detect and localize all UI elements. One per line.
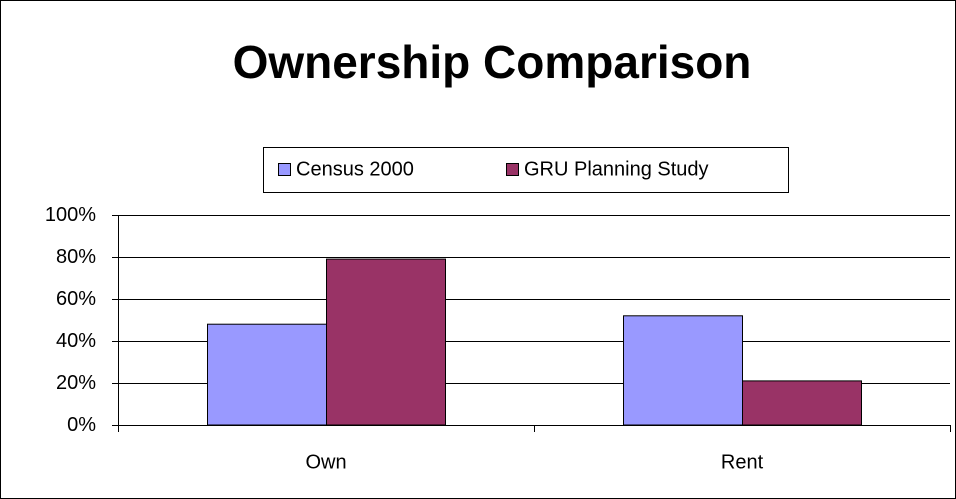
legend-box: [263, 147, 789, 193]
y-tick-label: 80%: [56, 246, 96, 268]
bar: [207, 323, 327, 426]
legend-label: Census 2000: [296, 158, 414, 180]
x-tick-label: Rent: [721, 451, 764, 473]
bar: [326, 258, 446, 426]
y-tick-label: 100%: [45, 204, 96, 226]
legend-swatch: [278, 163, 291, 176]
bar: [623, 315, 743, 426]
bar: [742, 380, 862, 426]
legend-label: GRU Planning Study: [524, 158, 709, 180]
legend-swatch: [506, 163, 519, 176]
y-tick-label: 0%: [67, 414, 96, 436]
x-tick-label: Own: [305, 451, 346, 473]
y-tick-label: 20%: [56, 372, 96, 394]
y-tick-label: 60%: [56, 288, 96, 310]
chart-title: Ownership Comparison: [233, 36, 752, 88]
y-tick-label: 40%: [56, 330, 96, 352]
